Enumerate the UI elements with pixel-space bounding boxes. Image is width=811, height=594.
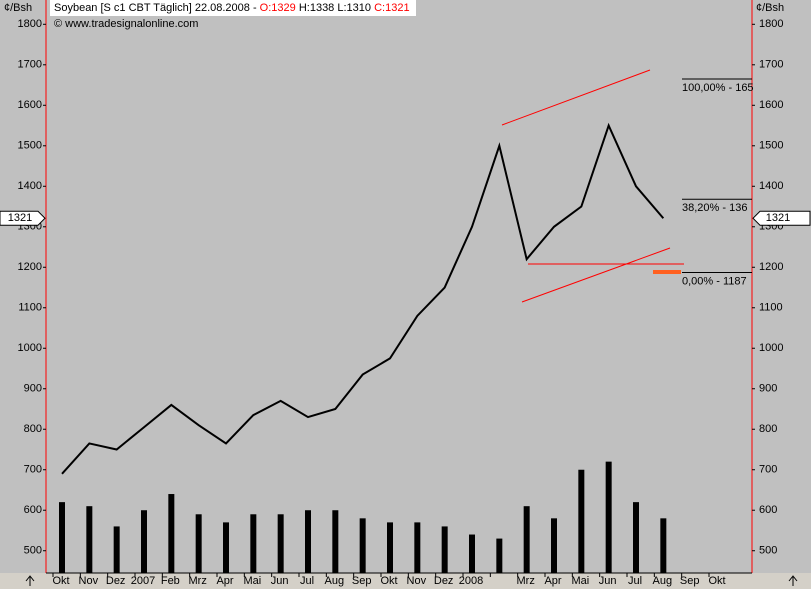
volume-bar	[250, 514, 257, 573]
y-tick-label: 1500	[759, 140, 783, 152]
x-tick-label: Mrz	[189, 575, 207, 587]
x-tick-label: Nov	[79, 575, 99, 587]
y-tick-label: 800	[24, 423, 42, 435]
y-tick-label: 800	[759, 423, 777, 435]
y-tick-label: 700	[24, 464, 42, 476]
trend-line	[521, 247, 671, 303]
unit-left: ¢/Bsh	[4, 2, 32, 14]
volume-bar	[469, 534, 475, 573]
y-tick-label: 700	[759, 464, 777, 476]
price-tag-label: 1321	[766, 212, 790, 224]
volume-bar	[496, 538, 503, 573]
copyright: © www.tradesignalonline.com	[54, 18, 198, 30]
x-tick-label: Jul	[628, 575, 642, 587]
y-tick-label: 900	[759, 383, 777, 395]
symbol: Soybean [S c1 CBT Täglich] 22.08.2008 -	[54, 2, 257, 14]
marker	[653, 270, 681, 274]
volume-bar	[441, 526, 448, 573]
x-tick-label: 2008	[459, 575, 483, 587]
volume-bar	[523, 506, 530, 573]
volume-bar	[332, 510, 339, 573]
x-tick-label: Mai	[571, 575, 589, 587]
y-tick-label: 1000	[18, 342, 42, 354]
x-axis-band	[0, 573, 811, 589]
volume-bar	[578, 469, 585, 573]
x-tick-label: Sep	[680, 575, 700, 587]
y-tick-label: 1500	[18, 140, 42, 152]
volume-bar	[359, 518, 366, 573]
x-tick-label: Nov	[407, 575, 427, 587]
x-tick-label: Mai	[243, 575, 261, 587]
x-tick-label: Okt	[380, 575, 397, 587]
fib-label: 38,20% - 136	[682, 202, 747, 214]
y-tick-label: 1700	[18, 59, 42, 71]
header: Soybean [S c1 CBT Täglich] 22.08.2008 - …	[54, 2, 410, 14]
y-tick-label: 500	[759, 545, 777, 557]
y-tick-label: 1400	[18, 180, 42, 192]
y-tick-label: 1700	[759, 59, 783, 71]
x-tick-label: Aug	[325, 575, 345, 587]
header-box	[50, 0, 416, 16]
volume-bar	[414, 522, 421, 573]
volume-bar	[305, 510, 311, 573]
y-tick-label: 1000	[759, 342, 783, 354]
x-tick-label: Sep	[352, 575, 372, 587]
y-tick-label: 1400	[759, 180, 783, 192]
x-tick-label: Apr	[216, 575, 233, 587]
volume-bar	[605, 461, 612, 573]
volume-bar	[551, 518, 557, 573]
price-tag-label: 1321	[8, 212, 32, 224]
x-tick-label: Feb	[161, 575, 180, 587]
volume-bar	[59, 502, 65, 573]
volume-bar	[113, 526, 120, 573]
y-tick-label: 1200	[759, 261, 783, 273]
x-tick-label: Apr	[544, 575, 561, 587]
y-tick-label: 1100	[18, 302, 42, 314]
price-tag	[0, 210, 46, 226]
open: O:1329	[260, 2, 296, 14]
x-tick-label: 2007	[131, 575, 155, 587]
close: C:1321	[374, 2, 409, 14]
fib-label: 100,00% - 165	[682, 82, 754, 94]
x-tick-label: Okt	[52, 575, 69, 587]
y-tick-label: 1100	[759, 302, 783, 314]
y-tick-label: 1800	[18, 18, 42, 30]
low: L:1310	[337, 2, 371, 14]
y-tick-label: 500	[24, 545, 42, 557]
y-tick-label: 1600	[18, 99, 42, 111]
volume-bar	[223, 522, 229, 573]
volume-bar	[633, 502, 639, 573]
y-tick-label: 600	[759, 504, 777, 516]
x-tick-label: Jun	[599, 575, 617, 587]
x-tick-label: Dez	[106, 575, 126, 587]
y-tick-label: 1600	[759, 99, 783, 111]
volume-bar	[141, 510, 147, 573]
high: H:1338	[299, 2, 334, 14]
x-tick-label: Mrz	[517, 575, 535, 587]
arrow-icon	[788, 575, 798, 586]
y-tick-label: 1800	[759, 18, 783, 30]
trend-line	[501, 69, 651, 126]
arrow-icon	[25, 575, 35, 586]
y-tick-label: 1200	[18, 261, 42, 273]
volume-bar	[387, 522, 393, 573]
volume-bar	[168, 494, 175, 573]
x-tick-label: Okt	[708, 575, 725, 587]
volume-bar	[277, 514, 284, 573]
x-tick-label: Jul	[300, 575, 314, 587]
price-line	[61, 122, 665, 475]
volume-bar	[195, 514, 202, 573]
volume-bar	[660, 518, 667, 573]
x-tick-label: Dez	[434, 575, 454, 587]
x-tick-label: Aug	[653, 575, 673, 587]
y-tick-label: 600	[24, 504, 42, 516]
volume-bar	[86, 506, 93, 573]
fib-label: 0,00% - 1187	[682, 275, 747, 287]
price-tag	[752, 210, 811, 226]
x-tick-label: Jun	[271, 575, 289, 587]
unit-right: ¢/Bsh	[756, 2, 784, 14]
y-tick-label: 900	[24, 383, 42, 395]
